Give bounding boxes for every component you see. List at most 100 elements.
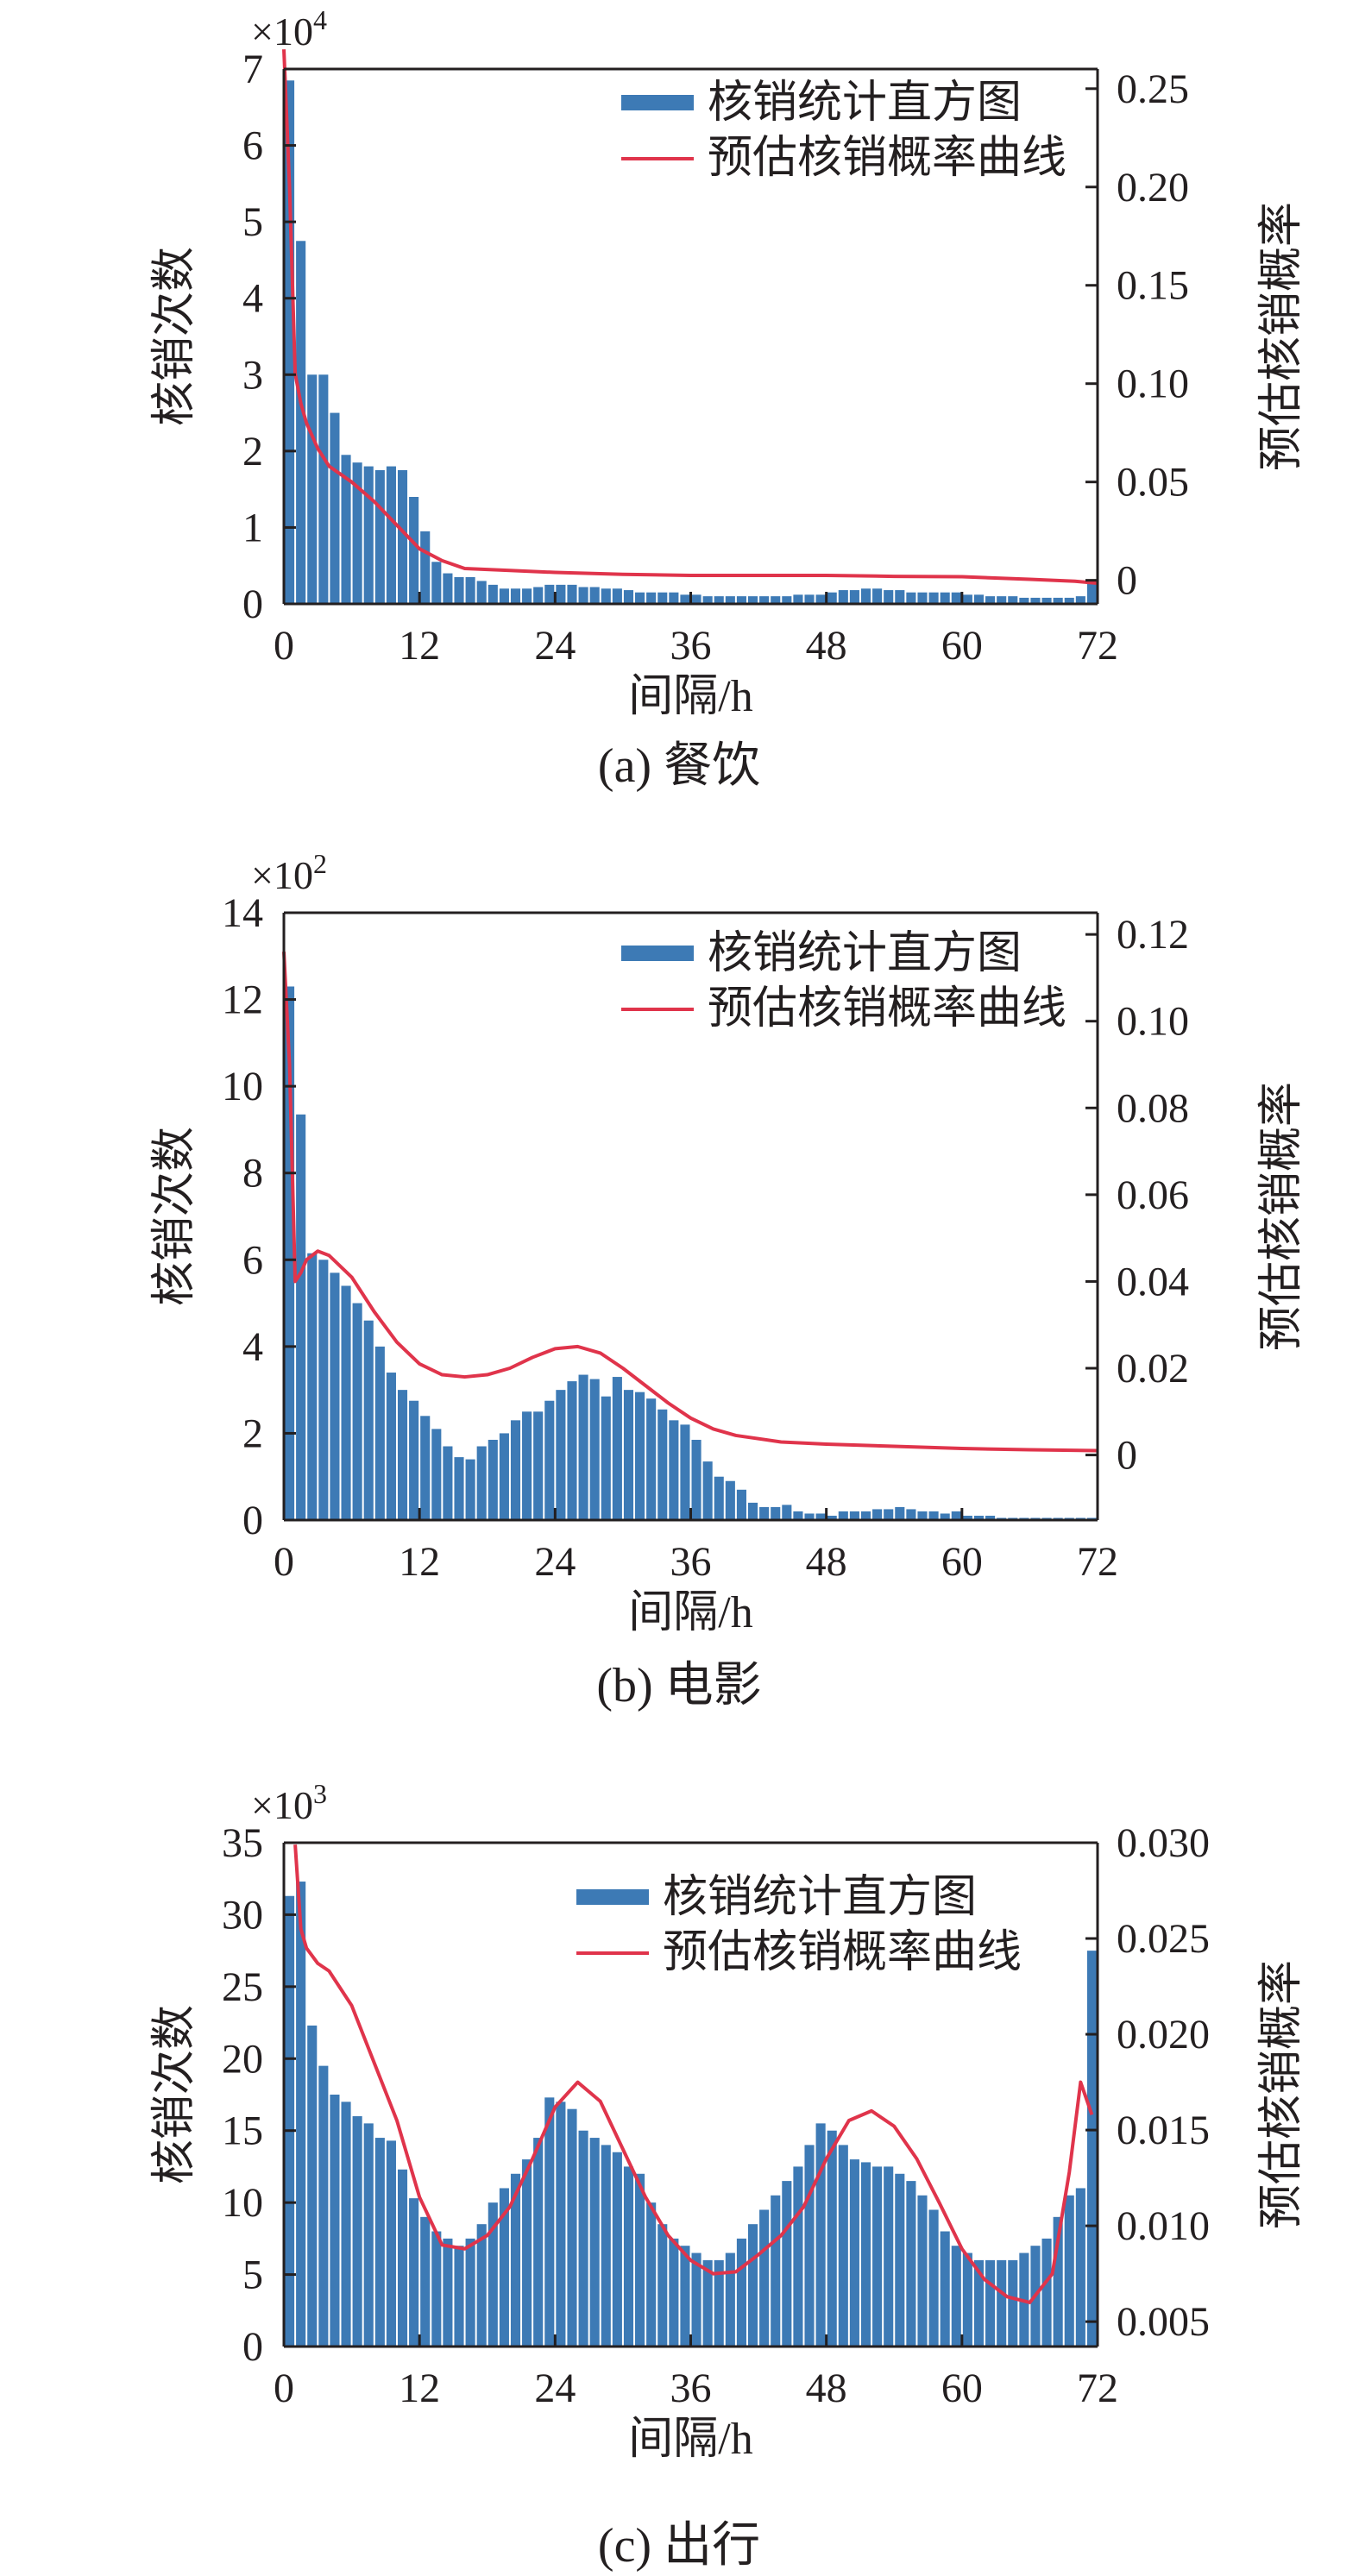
histogram-bar — [973, 2259, 985, 2347]
histogram-bar — [997, 2259, 1007, 2347]
histogram-bar — [951, 2246, 961, 2347]
histogram-bar — [635, 592, 645, 604]
y2-tick-label: 0.030 — [1117, 1820, 1210, 1866]
histogram-bar — [736, 2238, 746, 2347]
histogram-bar — [1008, 2259, 1018, 2347]
histogram-bar — [285, 80, 295, 605]
histogram-bar — [804, 594, 815, 604]
histogram-bar — [940, 592, 950, 604]
histogram-bar — [522, 2159, 532, 2347]
probability-curve — [293, 1844, 1094, 2304]
x-tick-label: 36 — [670, 623, 712, 669]
x-tick-label: 48 — [806, 1539, 847, 1585]
y2-tick-label: 0 — [1117, 558, 1137, 604]
histogram-bar — [307, 374, 318, 604]
y2-axis-label: 预估核销概率 — [1257, 1082, 1306, 1351]
histogram-bar — [895, 2173, 905, 2347]
histogram-bar — [522, 588, 532, 604]
x-tick-label: 36 — [670, 1539, 712, 1585]
histogram-bar — [1086, 1951, 1097, 2347]
y2-tick-label: 0.20 — [1117, 165, 1189, 210]
histogram-bar — [973, 594, 985, 604]
legend-swatch-histogram — [621, 95, 694, 110]
histogram-bar — [669, 592, 679, 604]
histogram-bar — [556, 2102, 566, 2347]
histogram-bar — [657, 2224, 668, 2347]
histogram-bar — [860, 1511, 871, 1520]
histogram-bar — [759, 1506, 770, 1520]
histogram-bar — [838, 1511, 848, 1520]
y-tick-label: 20 — [222, 2036, 263, 2082]
y-multiplier: ×102 — [251, 848, 327, 897]
histogram-bar — [409, 497, 419, 604]
histogram-bar — [725, 596, 735, 604]
histogram-bar — [940, 1513, 950, 1520]
x-tick-label: 0 — [274, 2366, 294, 2411]
histogram-bar — [431, 2231, 442, 2347]
histogram-bar — [374, 2138, 385, 2347]
histogram-bar — [556, 1390, 566, 1520]
histogram-bar — [363, 466, 374, 604]
histogram-bar — [374, 470, 385, 604]
y2-tick-label: 0.06 — [1117, 1172, 1189, 1218]
histogram-bar — [465, 577, 475, 604]
y2-tick-label: 0.12 — [1117, 912, 1189, 958]
histogram-bar — [771, 1506, 781, 1520]
histogram-bar — [465, 1459, 475, 1520]
histogram-bar — [714, 596, 724, 604]
legend-label-curve: 预估核销概率曲线 — [708, 134, 1066, 183]
histogram-bar — [782, 2181, 792, 2347]
histogram-bar — [476, 581, 487, 604]
x-tick-label: 48 — [806, 2366, 847, 2411]
y-tick-label: 2 — [242, 1411, 263, 1456]
y2-tick-label: 0.02 — [1117, 1346, 1189, 1392]
histogram-bar — [973, 1515, 985, 1520]
histogram-bar — [736, 596, 746, 604]
histogram-bar — [646, 592, 657, 604]
histogram-bar — [623, 1390, 634, 1520]
legend-label-curve: 预估核销概率曲线 — [663, 1928, 1022, 1977]
histogram-bar — [601, 2145, 611, 2347]
panel-label-c: (c) 出行 — [597, 2519, 761, 2573]
x-tick-label: 72 — [1077, 2366, 1118, 2411]
histogram-bar — [578, 587, 588, 604]
y-tick-label: 10 — [222, 1064, 263, 1109]
histogram-bar — [793, 1511, 803, 1520]
histogram-bar — [578, 2130, 588, 2347]
histogram-bar — [533, 587, 544, 604]
y-tick-label: 25 — [222, 1964, 263, 2010]
histogram-bar — [747, 1502, 758, 1520]
histogram-bar — [556, 584, 566, 604]
legend-label-histogram: 核销统计直方图 — [708, 79, 1022, 128]
legend-swatch-histogram — [576, 1889, 649, 1905]
histogram-bar — [962, 2252, 972, 2347]
histogram-bar — [827, 1515, 837, 1520]
histogram-bar — [906, 2181, 916, 2347]
histogram-bar — [1075, 596, 1085, 604]
histogram-bar — [352, 2116, 362, 2347]
y2-tick-label: 0.10 — [1117, 999, 1189, 1045]
histogram-bar — [420, 2216, 431, 2347]
histogram-bar — [386, 466, 396, 604]
x-tick-label: 48 — [806, 623, 847, 669]
histogram-bar — [409, 1400, 419, 1520]
y2-tick-label: 0.020 — [1117, 2012, 1210, 2058]
x-tick-label: 0 — [274, 1539, 294, 1585]
histogram-bar — [1075, 2188, 1085, 2347]
histogram-bar — [476, 1446, 487, 1520]
histogram-bar — [544, 584, 555, 604]
histogram-bar — [725, 2252, 735, 2347]
histogram-bar — [714, 1476, 724, 1520]
panel-label-a: (a) 餐饮 — [597, 739, 761, 793]
histogram-bar — [997, 596, 1007, 604]
histogram-bar — [318, 374, 329, 604]
histogram-bar — [680, 2246, 690, 2347]
histogram-bar — [533, 1411, 544, 1520]
histogram-bar — [702, 2259, 713, 2347]
histogram-bar — [860, 2162, 871, 2347]
y2-tick-label: 0.025 — [1117, 1916, 1210, 1962]
x-tick-label: 36 — [670, 2366, 712, 2411]
y-tick-label: 5 — [242, 2252, 263, 2298]
histogram-bar — [589, 1379, 600, 1520]
histogram-bar — [443, 2238, 453, 2347]
